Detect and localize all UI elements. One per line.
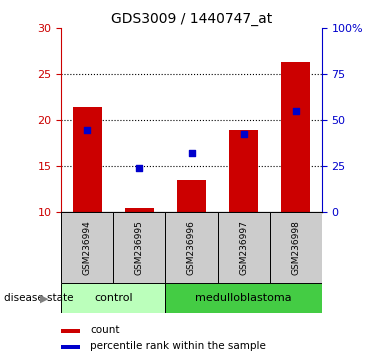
Text: count: count	[90, 325, 119, 335]
Bar	[61, 344, 80, 349]
Text: GSM236994: GSM236994	[83, 221, 92, 275]
Text: GSM236997: GSM236997	[239, 220, 248, 275]
Bar	[61, 212, 113, 283]
Bar	[125, 208, 154, 212]
Text: ▶: ▶	[40, 293, 48, 303]
Text: GSM236995: GSM236995	[135, 220, 144, 275]
Text: GSM236998: GSM236998	[291, 220, 300, 275]
Bar	[73, 107, 101, 212]
Title: GDS3009 / 1440747_at: GDS3009 / 1440747_at	[111, 12, 272, 26]
Text: medulloblastoma: medulloblastoma	[195, 293, 292, 303]
Text: percentile rank within the sample: percentile rank within the sample	[90, 341, 266, 351]
Point	[241, 131, 247, 137]
Point	[84, 127, 90, 132]
Bar	[218, 212, 270, 283]
Point	[188, 151, 195, 156]
Bar	[229, 130, 258, 212]
Bar	[282, 62, 310, 212]
Bar	[165, 212, 218, 283]
Bar	[113, 212, 165, 283]
Point	[293, 108, 299, 114]
Text: GSM236996: GSM236996	[187, 220, 196, 275]
Bar	[270, 212, 322, 283]
Text: control: control	[94, 293, 133, 303]
Point	[136, 165, 142, 171]
Bar	[165, 283, 322, 313]
Bar	[61, 329, 80, 333]
Bar	[61, 283, 165, 313]
Bar	[177, 180, 206, 212]
Text: disease state: disease state	[4, 293, 73, 303]
